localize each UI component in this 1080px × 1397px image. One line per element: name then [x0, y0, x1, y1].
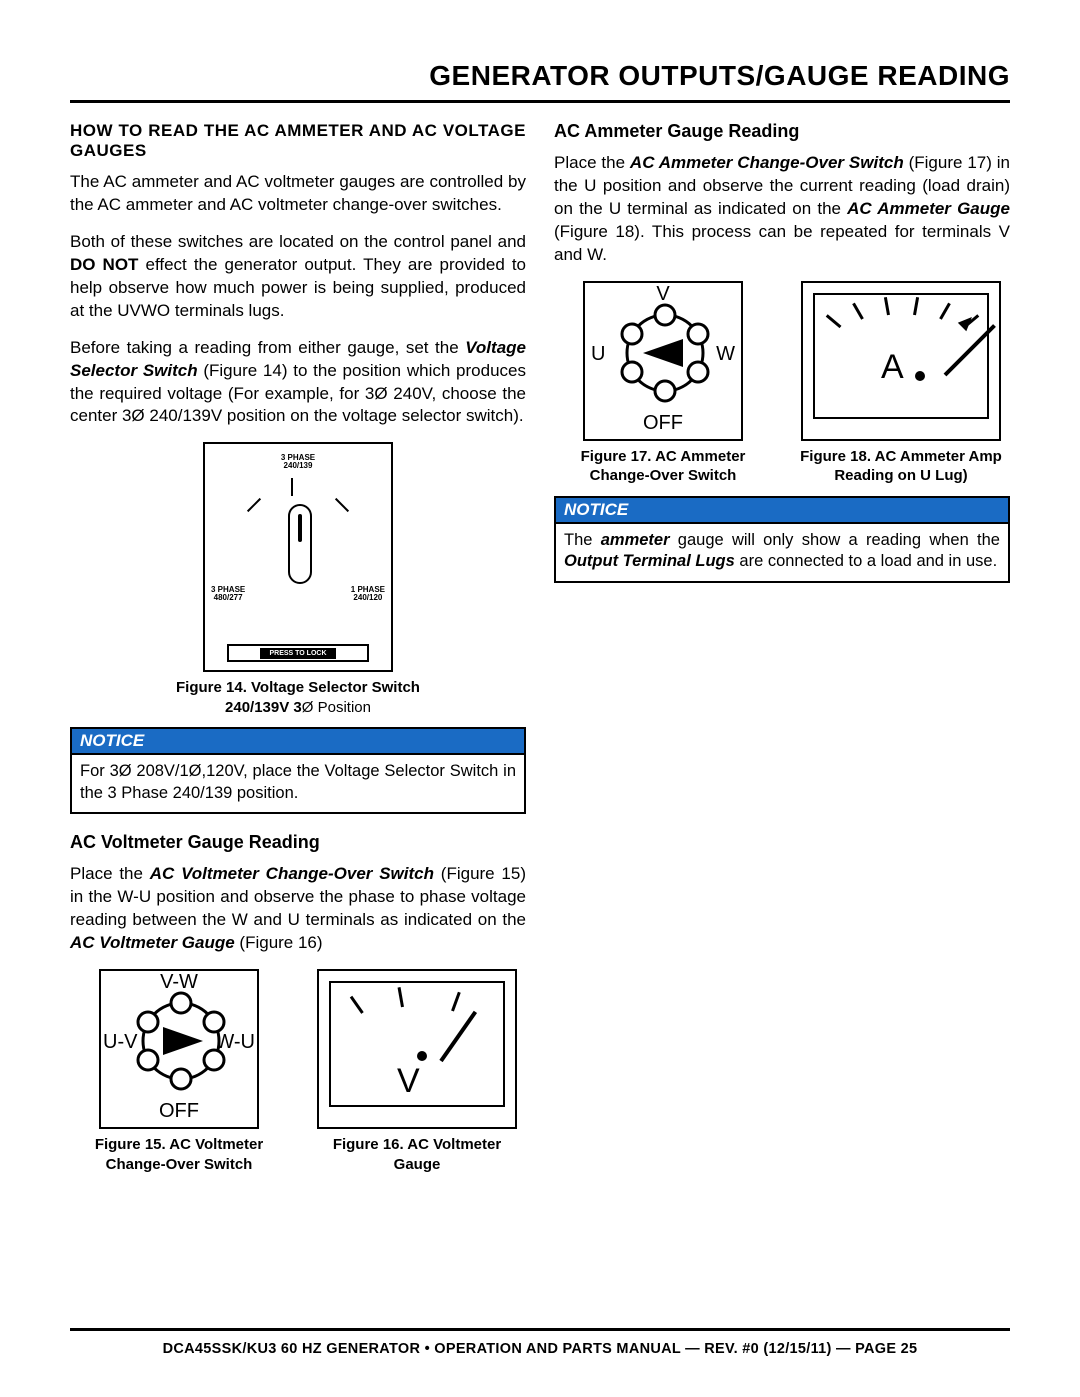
vss-tick	[291, 478, 293, 496]
ammeter-changeover-switch-diagram: V U W OFF	[583, 281, 743, 441]
text-bold-italic: AC Ammeter Gauge	[847, 199, 1010, 218]
text: (Figure 18). This process can be repeate…	[554, 222, 1010, 264]
notice-body: The ammeter gauge will only show a readi…	[556, 524, 1008, 581]
paragraph: Place the AC Ammeter Change-Over Switch …	[554, 152, 1010, 267]
vss-label-right: 1 PHASE240/120	[351, 586, 385, 602]
rotary-label-right: W	[716, 343, 735, 366]
gauge-tick	[884, 297, 890, 315]
text: Place the	[70, 864, 150, 883]
paragraph: The AC ammeter and AC voltmeter gauges a…	[70, 171, 526, 217]
text: (Figure 16)	[235, 933, 323, 952]
figure-16: V Figure 16. AC Voltmeter Gauge	[308, 969, 526, 1174]
rotary-knob-icon	[613, 301, 717, 405]
vss-label-left: 3 PHASE480/277	[211, 586, 245, 602]
gauge-tick	[852, 302, 864, 319]
figure-18-caption: Figure 18. AC Ammeter Amp Reading on U L…	[792, 447, 1010, 486]
notice-header: NOTICE	[556, 498, 1008, 524]
figure-14: 3 PHASE240/139 3 PHASE480/277 1 PHASE240…	[70, 442, 526, 717]
figure-14-caption: Figure 14. Voltage Selector Switch 240/1…	[70, 678, 526, 717]
page-footer: DCA45SSK/KU3 60 HZ GENERATOR • OPERATION…	[70, 1328, 1010, 1357]
ammeter-gauge-diagram: A	[801, 281, 1001, 441]
two-column-layout: HOW TO READ THE AC AMMETER AND AC VOLTAG…	[70, 121, 1010, 1328]
figure-18: A Figure 18. AC Ammeter Amp Reading on U…	[792, 281, 1010, 486]
gauge-face: A	[813, 293, 989, 419]
gauge-tick	[451, 992, 461, 1012]
voltage-selector-switch-diagram: 3 PHASE240/139 3 PHASE480/277 1 PHASE240…	[203, 442, 393, 672]
vss-label-top: 3 PHASE240/139	[281, 454, 315, 470]
text-bold-italic: AC Voltmeter Gauge	[70, 933, 235, 952]
text-bold: DO NOT	[70, 255, 138, 274]
text: effect the generator output. They are pr…	[70, 255, 526, 320]
text-bold-italic: AC Ammeter Change-Over Switch	[630, 153, 904, 172]
caption-text: 240/139V 3	[225, 699, 302, 716]
text: gauge will only show a reading when the	[670, 531, 1000, 549]
text-bold-italic: AC Voltmeter Change-Over Switch	[150, 864, 434, 883]
gauge-face: V	[329, 981, 505, 1107]
figure-15: V-W U-V W-U OFF	[70, 969, 288, 1174]
left-column: HOW TO READ THE AC AMMETER AND AC VOLTAG…	[70, 121, 526, 1328]
document-page: Generator Outputs/Gauge Reading HOW TO R…	[0, 0, 1080, 1397]
gauge-needle	[944, 324, 996, 376]
text: are connected to a load and in use.	[735, 552, 997, 570]
rotary-knob-icon	[129, 989, 233, 1093]
page-title: Generator Outputs/Gauge Reading	[70, 60, 1010, 103]
gauge-tick	[913, 297, 919, 315]
gauge-tick	[350, 996, 364, 1014]
text: Both of these switches are located on th…	[70, 232, 526, 251]
figure-16-caption: Figure 16. AC Voltmeter Gauge	[308, 1135, 526, 1174]
section-heading: HOW TO READ THE AC AMMETER AND AC VOLTAG…	[70, 121, 526, 161]
voltmeter-changeover-switch-diagram: V-W U-V W-U OFF	[99, 969, 259, 1129]
gauge-pivot	[915, 371, 925, 381]
figure-17: V U W OFF	[554, 281, 772, 486]
right-column: AC Ammeter Gauge Reading Place the AC Am…	[554, 121, 1010, 1328]
notice-header: NOTICE	[72, 729, 524, 755]
rotary-label-bottom: OFF	[643, 412, 683, 435]
text-bold-italic: Output Terminal Lugs	[564, 552, 735, 570]
vss-press-to-lock: PRESS TO LOCK	[227, 644, 369, 662]
figure-17-caption: Figure 17. AC Ammeter Change-Over Switch	[554, 447, 772, 486]
figure-15-caption: Figure 15. AC Voltmeter Change-Over Swit…	[70, 1135, 288, 1174]
gauge-letter: V	[397, 1062, 420, 1101]
caption-text: Figure 14. Voltage Selector Switch	[176, 679, 420, 696]
figure-row: V-W U-V W-U OFF	[70, 969, 526, 1174]
rotary-label-bottom: OFF	[159, 1100, 199, 1123]
paragraph: Place the AC Voltmeter Change-Over Switc…	[70, 863, 526, 955]
vss-knob	[288, 504, 312, 584]
vss-dial	[255, 499, 345, 589]
gauge-tick	[826, 314, 842, 328]
text-bold-italic: ammeter	[601, 531, 670, 549]
gauge-tick	[939, 302, 951, 319]
caption-text: Ø Position	[302, 699, 371, 716]
text: The	[564, 531, 601, 549]
notice-box: NOTICE For 3Ø 208V/1Ø,120V, place the Vo…	[70, 727, 526, 814]
voltmeter-gauge-diagram: V	[317, 969, 517, 1129]
gauge-needle	[439, 1011, 477, 1062]
notice-body: For 3Ø 208V/1Ø,120V, place the Voltage S…	[72, 755, 524, 812]
rotary-label-left: U	[591, 343, 605, 366]
subsection-heading: AC Voltmeter Gauge Reading	[70, 832, 526, 853]
text: Before taking a reading from either gaug…	[70, 338, 465, 357]
gauge-tick	[398, 987, 404, 1007]
paragraph: Both of these switches are located on th…	[70, 231, 526, 323]
figure-row: V U W OFF	[554, 281, 1010, 486]
gauge-letter: A	[881, 348, 904, 387]
gauge-needle-arrow	[958, 312, 976, 330]
subsection-heading: AC Ammeter Gauge Reading	[554, 121, 1010, 142]
vss-press-text: PRESS TO LOCK	[260, 648, 335, 659]
text: Place the	[554, 153, 630, 172]
notice-box: NOTICE The ammeter gauge will only show …	[554, 496, 1010, 583]
paragraph: Before taking a reading from either gaug…	[70, 337, 526, 429]
gauge-pivot	[417, 1051, 427, 1061]
